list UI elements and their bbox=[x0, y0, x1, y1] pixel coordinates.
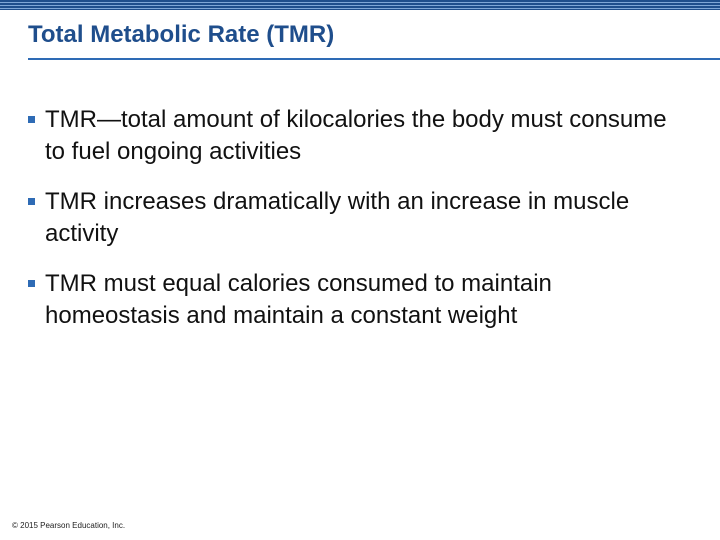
slide-title: Total Metabolic Rate (TMR) bbox=[28, 21, 335, 48]
bullet-item: TMR increases dramatically with an incre… bbox=[28, 186, 688, 250]
header-stripe bbox=[0, 0, 720, 10]
bullet-text: TMR must equal calories consumed to main… bbox=[45, 270, 552, 329]
square-bullet-icon bbox=[28, 116, 35, 123]
square-bullet-icon bbox=[28, 280, 35, 287]
bullet-item: TMR must equal calories consumed to main… bbox=[28, 268, 688, 332]
bullet-text: TMR—total amount of kilocalories the bod… bbox=[45, 106, 667, 165]
square-bullet-icon bbox=[28, 198, 35, 205]
title-underline bbox=[28, 58, 720, 60]
bullet-text: TMR increases dramatically with an incre… bbox=[45, 188, 630, 247]
bullet-item: TMR—total amount of kilocalories the bod… bbox=[28, 104, 688, 168]
copyright-footer: © 2015 Pearson Education, Inc. bbox=[12, 521, 126, 530]
bullet-list: TMR—total amount of kilocalories the bod… bbox=[28, 104, 688, 350]
